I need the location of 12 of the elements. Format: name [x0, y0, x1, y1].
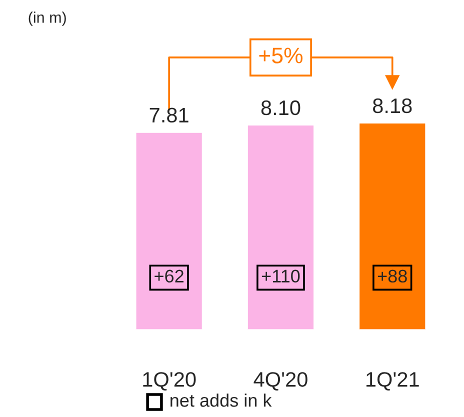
- annotation: +110: [262, 270, 300, 283]
- x-tick-label: 1Q'20: [143, 372, 196, 391]
- data-label: 8.10: [261, 100, 300, 116]
- x-tick-label: 1Q'21: [366, 372, 419, 391]
- text: (in m): [28, 12, 66, 26]
- data-label: 7.81: [150, 108, 188, 123]
- x-tick-label: 4Q'20: [254, 372, 308, 391]
- data-label: 8.18: [373, 98, 412, 114]
- annotation: +62: [154, 270, 184, 283]
- text: +5%: [259, 48, 302, 64]
- text: net adds in k: [170, 394, 272, 407]
- annotation: +88: [378, 270, 407, 283]
